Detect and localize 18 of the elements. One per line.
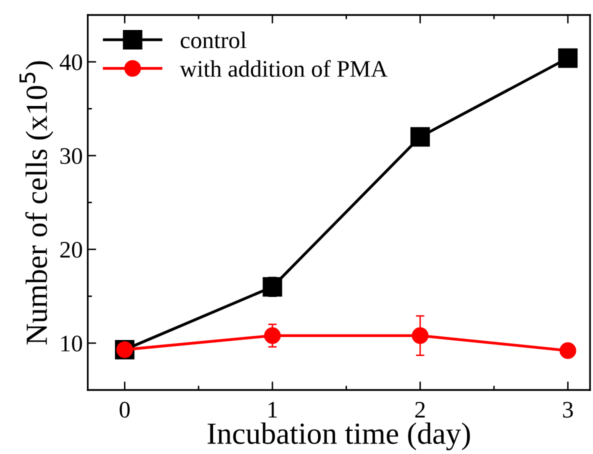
point — [412, 327, 428, 344]
x-tick-label: 3 — [563, 402, 573, 418]
point — [558, 48, 578, 68]
y-tick-label: 40 — [60, 54, 82, 70]
y-tick-label: 20 — [60, 242, 82, 258]
point — [410, 127, 430, 147]
x-tick-label: 1 — [268, 402, 277, 418]
y-tick-label: 30 — [60, 148, 82, 164]
y-tick-label: 10 — [61, 336, 82, 352]
point — [262, 277, 282, 297]
x-tick-label: 0 — [120, 402, 130, 418]
point — [560, 342, 576, 359]
x-tick-label: 2 — [415, 402, 425, 418]
x-axis-title: Incubation time (day) — [208, 422, 470, 450]
y-axis-title: Number of cells (x10$^{5}$) — [20, 61, 54, 344]
legend-label: with addition of PMA — [180, 60, 388, 77]
legend-label: control — [180, 32, 246, 48]
point — [264, 327, 281, 344]
